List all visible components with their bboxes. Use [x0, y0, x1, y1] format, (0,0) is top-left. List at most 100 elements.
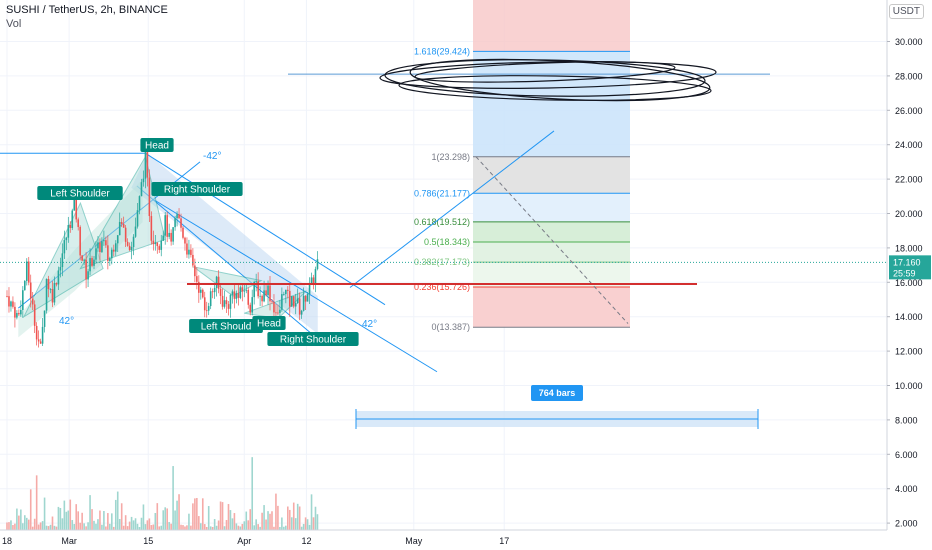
candle-body	[306, 294, 309, 302]
volume-bar	[51, 516, 54, 530]
time-axis-label: 12	[301, 536, 311, 546]
candle-body	[35, 325, 38, 340]
currency-badge[interactable]: USDT	[888, 4, 924, 19]
candle-body	[172, 227, 174, 242]
fib-level-label: 0.5(18.343)	[424, 237, 470, 247]
volume-bars	[6, 457, 319, 530]
volume-bar	[235, 523, 238, 530]
candle-body	[148, 177, 151, 217]
candle-body	[198, 281, 200, 293]
candle-body	[203, 297, 206, 311]
scribble-ellipse	[398, 75, 712, 101]
candle-body	[168, 232, 170, 237]
candle-body	[16, 312, 18, 318]
volume-bar	[190, 525, 192, 530]
volume-bar	[126, 526, 129, 530]
volume-bar	[20, 509, 22, 530]
candle-body	[138, 196, 141, 211]
volume-bar	[122, 525, 125, 530]
candle-body	[126, 241, 129, 246]
volume-bar	[29, 489, 32, 530]
candle-body	[124, 227, 127, 242]
pattern-label: Head	[257, 319, 281, 330]
volume-bar	[314, 506, 317, 530]
volume-bar	[12, 525, 14, 530]
candle-body	[283, 294, 285, 295]
fib-level-label: 0(13.387)	[431, 322, 470, 332]
volume-bar	[16, 508, 18, 530]
candle-body	[249, 304, 252, 313]
candle-body	[196, 276, 198, 282]
candle-body	[207, 306, 210, 311]
candle-body	[215, 276, 218, 288]
volume-bar	[65, 511, 68, 530]
candle-body	[209, 291, 212, 307]
volume-bar	[203, 524, 206, 530]
volume-bar	[93, 520, 95, 530]
volume-bar	[85, 526, 87, 530]
candle-body	[180, 218, 182, 228]
volume-bar	[99, 510, 101, 530]
candle-body	[192, 254, 194, 266]
volume-bar	[308, 524, 311, 530]
volume-bar	[116, 491, 119, 530]
candle-body	[186, 243, 188, 255]
volume-bar	[47, 526, 50, 530]
time-axis-label: 15	[143, 536, 153, 546]
volume-bar	[198, 516, 200, 530]
price-axis-label: 6.000	[895, 450, 918, 460]
volume-bar	[91, 509, 93, 530]
pattern-label-badge	[189, 319, 263, 333]
volume-bar	[14, 523, 16, 530]
candle-body	[231, 291, 234, 295]
candle-body	[154, 242, 157, 245]
volume-bar	[152, 524, 155, 530]
candle-body	[201, 289, 204, 298]
volume-bar	[182, 525, 184, 530]
volume-bar	[217, 520, 220, 530]
candle-body	[67, 225, 70, 238]
price-axis-label: 14.000	[895, 312, 923, 322]
candle-body	[6, 296, 8, 297]
fib-box-green	[473, 221, 630, 243]
volume-bar	[306, 519, 309, 530]
volume-bar	[170, 523, 172, 530]
candle-body	[308, 283, 311, 295]
candle-body	[263, 290, 265, 302]
volume-bar	[178, 494, 180, 530]
volume-bar	[134, 518, 137, 530]
candle-body	[176, 214, 178, 219]
volume-bar	[63, 500, 66, 530]
volume-bar	[273, 526, 275, 530]
volume-bar	[27, 519, 30, 530]
price-axis-label: 22.000	[895, 175, 923, 185]
volume-bar	[45, 525, 48, 530]
volume-bar	[304, 517, 307, 530]
candle-body	[296, 298, 299, 304]
volume-bar	[296, 503, 299, 530]
volume-bar	[55, 526, 58, 530]
volume-bar	[196, 497, 198, 530]
candle-body	[146, 149, 149, 178]
candle-body	[85, 259, 87, 280]
volume-bar	[194, 498, 196, 530]
candle-body	[79, 226, 81, 256]
candle-body	[8, 296, 10, 307]
candles	[6, 141, 319, 348]
channel-bottom-line	[153, 199, 438, 373]
pattern-triangle	[22, 201, 104, 319]
price-axis-label: 2.000	[895, 519, 918, 529]
time-axis-label: 17	[499, 536, 509, 546]
pattern-label-badge	[151, 182, 243, 196]
volume-bar	[97, 519, 99, 530]
candle-body	[298, 298, 301, 315]
volume-bar	[120, 503, 123, 530]
volume-bar	[109, 523, 111, 530]
volume-bar	[290, 517, 293, 530]
candle-body	[39, 341, 42, 344]
candle-body	[109, 258, 111, 261]
candle-body	[162, 235, 165, 241]
volume-bar	[267, 511, 269, 530]
volume-bar	[77, 511, 79, 530]
